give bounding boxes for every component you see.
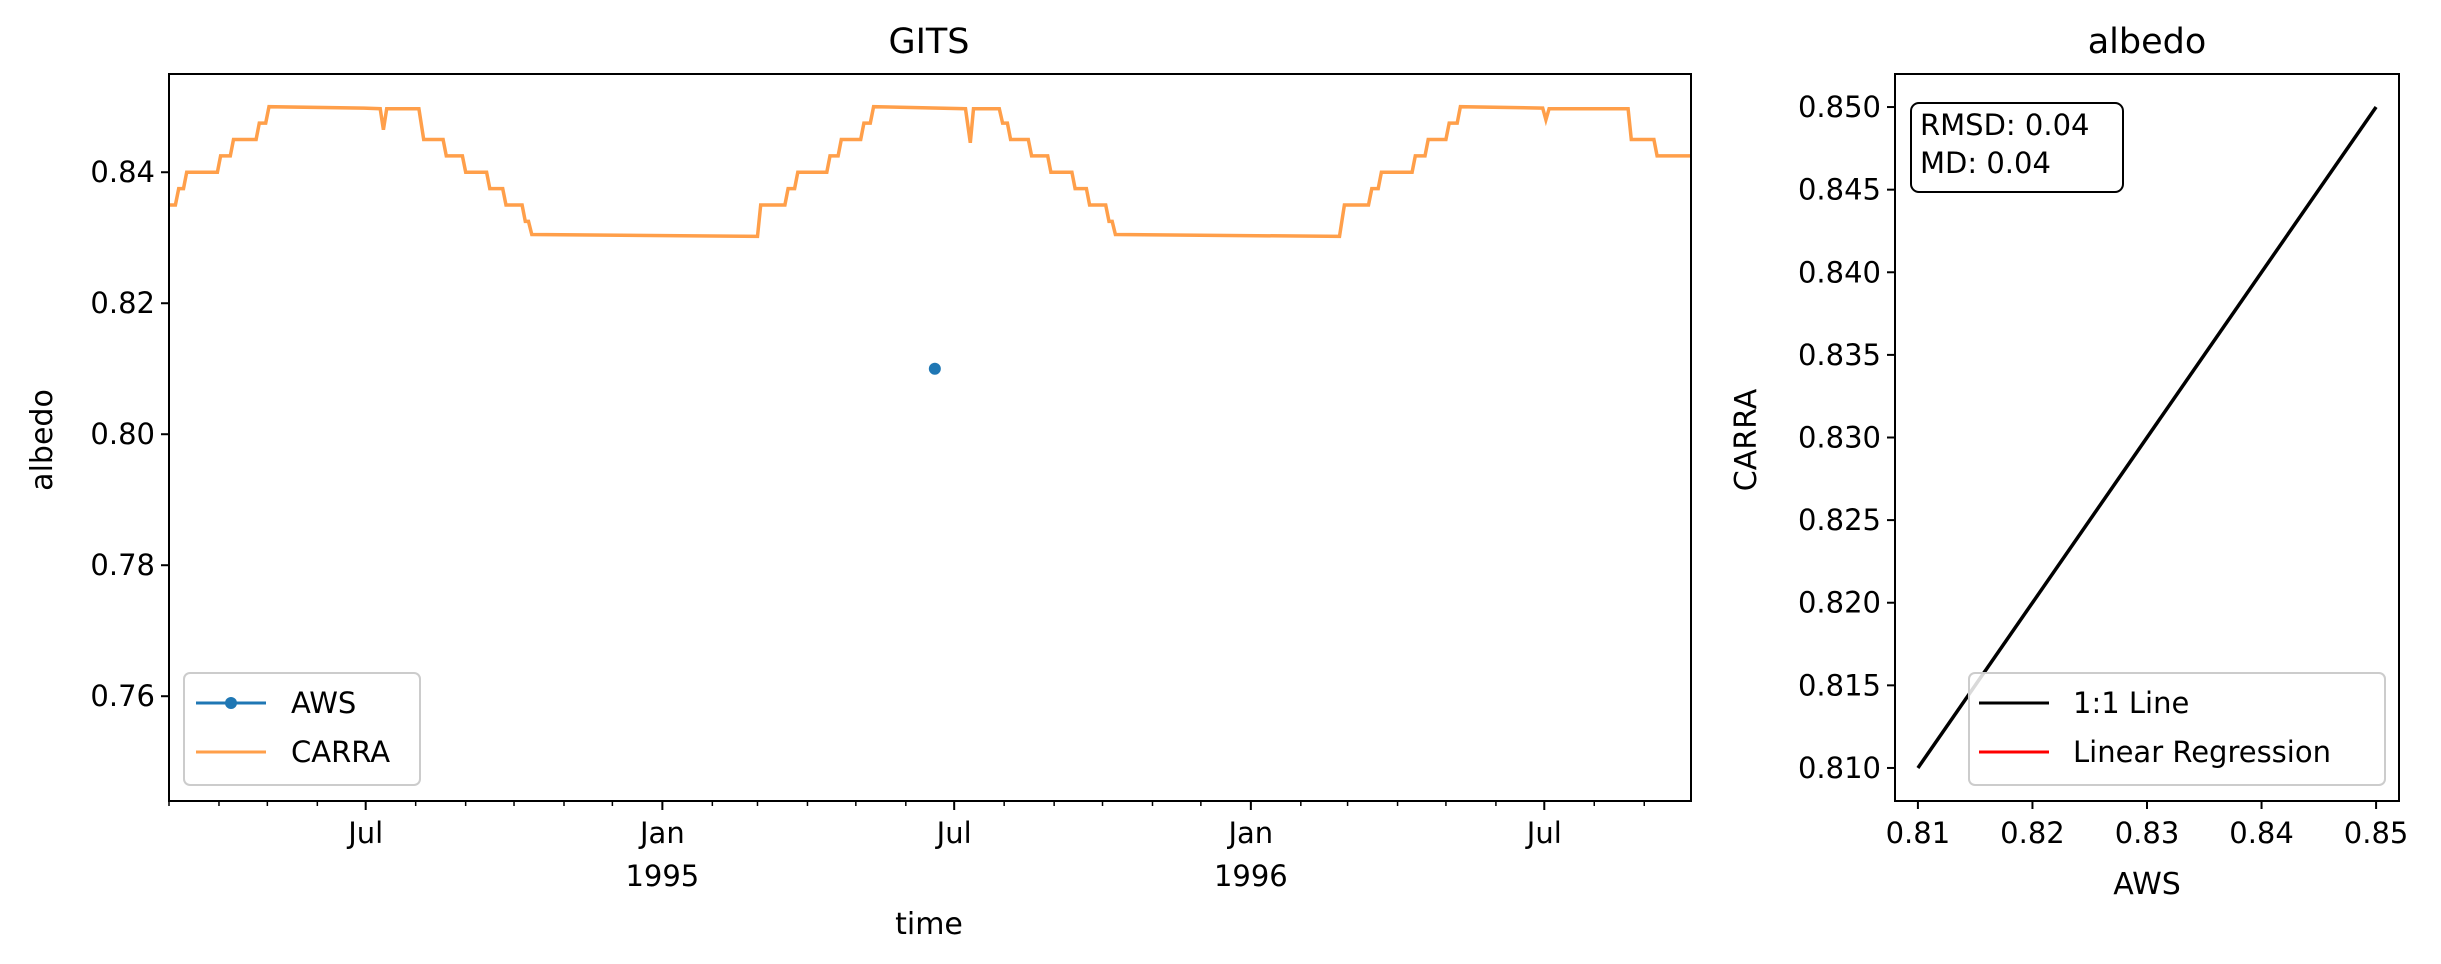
x-tick-label: 0.85 xyxy=(2344,816,2409,850)
y-tick-label: 0.845 xyxy=(1798,173,1881,207)
scatter-series-layer xyxy=(1916,106,2378,769)
y-tick-label: 0.76 xyxy=(90,679,155,713)
timeseries-legend: AWS CARRA xyxy=(183,672,421,786)
x-tick-year-label: 1995 xyxy=(625,859,699,893)
scatter-y-axis-label: CARRA xyxy=(1729,388,1764,491)
x-tick-label: 0.82 xyxy=(2000,816,2065,850)
legend-aws-label: AWS xyxy=(291,686,356,720)
x-tick-label: 0.81 xyxy=(1886,816,1951,850)
x-tick-label: Jul xyxy=(1525,816,1562,850)
y-tick-label: 0.810 xyxy=(1798,751,1881,785)
stats-md-text: MD: 0.04 xyxy=(1920,146,2051,180)
one-to-one-line xyxy=(1916,106,2378,769)
timeseries-x-axis: Jul Jan 1995 Jul Jan 1996 Jul xyxy=(168,801,1645,893)
y-tick-label: 0.84 xyxy=(90,155,155,189)
stats-rmsd-text: RMSD: 0.04 xyxy=(1920,108,2089,142)
y-tick-label: 0.815 xyxy=(1798,668,1881,702)
scatter-legend: 1:1 Line Linear Regression xyxy=(1968,672,2386,786)
timeseries-legend-frame xyxy=(183,672,421,786)
stats-annotation: RMSD: 0.04 MD: 0.04 xyxy=(1910,102,2124,193)
scatter-title: albedo xyxy=(2088,22,2207,62)
x-tick-label: 0.83 xyxy=(2115,816,2180,850)
legend-carra-label: CARRA xyxy=(291,735,390,769)
scatter-x-axis: 0.81 0.82 0.83 0.84 0.85 xyxy=(1886,801,2409,850)
y-tick-label: 0.830 xyxy=(1798,421,1881,455)
x-tick-label: Jan xyxy=(1226,816,1273,850)
y-tick-label: 0.850 xyxy=(1798,90,1881,124)
carra-series-line xyxy=(169,104,1691,239)
timeseries-y-axis: 0.76 0.78 0.80 0.82 0.84 xyxy=(90,155,169,713)
scatter-y-axis: 0.810 0.815 0.820 0.825 0.830 0.835 0.840 0.845… xyxy=(1798,90,1895,785)
x-tick-label: Jul xyxy=(346,816,383,850)
timeseries-axes-frame xyxy=(168,73,1692,802)
timeseries-series-layer xyxy=(169,104,1691,375)
y-tick-label: 0.825 xyxy=(1798,503,1881,537)
scatter-panel: albedo 0.8100.8150.8200.8250.8300.8350.8… xyxy=(1729,22,2408,902)
x-tick-label: Jan xyxy=(638,816,685,850)
aws-point xyxy=(928,362,941,375)
legend-one-to-one-label: 1:1 Line xyxy=(2073,686,2189,720)
legend-regression-label: Linear Regression xyxy=(2073,735,2331,769)
timeseries-x-axis-label: time xyxy=(895,907,963,942)
x-tick-year-label: 1996 xyxy=(1214,859,1288,893)
legend-aws-marker xyxy=(225,697,237,709)
timeseries-y-axis-label: albedo xyxy=(25,389,60,491)
scatter-x-axis-label: AWS xyxy=(2113,867,2181,902)
stats-annotation-box xyxy=(1910,102,2124,193)
y-tick-label: 0.835 xyxy=(1798,338,1881,372)
y-tick-label: 0.82 xyxy=(90,286,155,320)
y-tick-label: 0.820 xyxy=(1798,586,1881,620)
timeseries-title: GITS xyxy=(888,22,969,62)
y-tick-label: 0.80 xyxy=(90,417,155,451)
y-tick-label: 0.840 xyxy=(1798,255,1881,289)
x-tick-label: 0.84 xyxy=(2229,816,2294,850)
scatter-legend-frame xyxy=(1968,672,2386,786)
y-tick-label: 0.78 xyxy=(90,548,155,582)
x-tick-label: Jul xyxy=(935,816,972,850)
